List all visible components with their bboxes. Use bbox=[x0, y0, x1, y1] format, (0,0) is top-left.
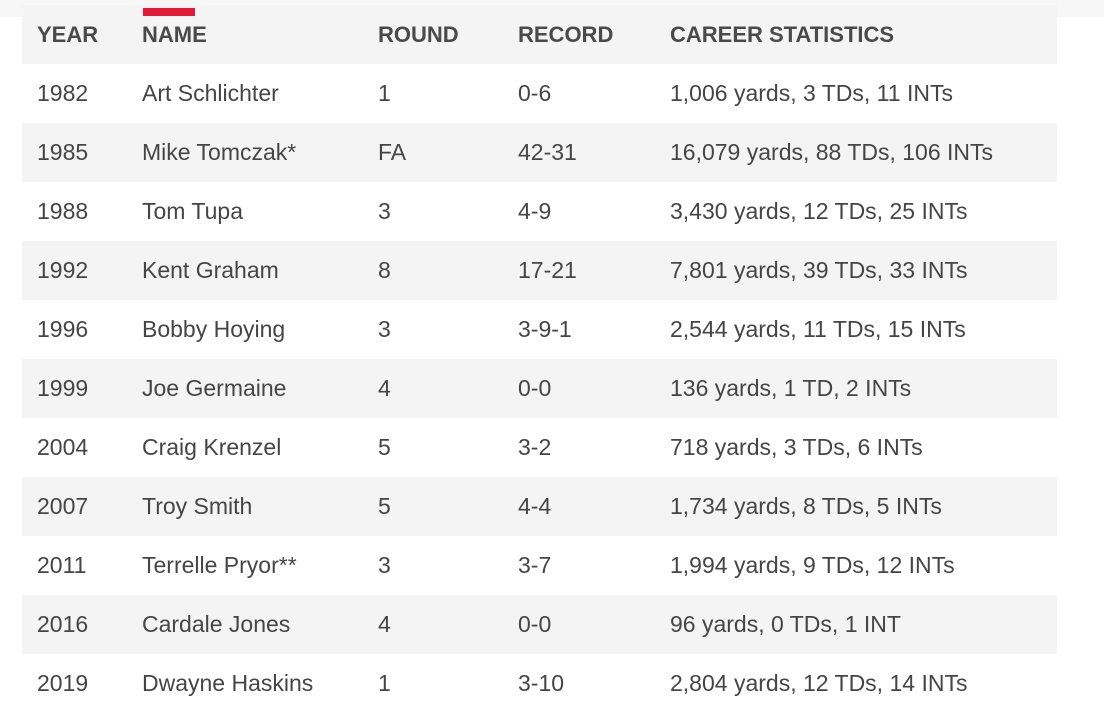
table-row: 1985 Mike Tomczak* FA 42-31 16,079 yards, 88… bbox=[22, 123, 1057, 182]
top-strip bbox=[0, 0, 1104, 17]
header-name[interactable]: NAME bbox=[142, 21, 207, 47]
cell-career-statistics: 2,544 yards, 11 TDs, 15 INTs bbox=[670, 316, 966, 342]
table-header-row: YEAR NAME ROUND RECORD CAREER STATISTICS bbox=[22, 5, 1057, 64]
cell-record: 0-0 bbox=[518, 375, 552, 401]
table-row: 1996 Bobby Hoying 3 3-9-1 2,544 yards, 11 TD… bbox=[22, 300, 1057, 359]
table-row: 1982 Art Schlichter 1 0-6 1,006 yards, 3 TDs… bbox=[22, 64, 1057, 123]
cell-career-statistics: 3,430 yards, 12 TDs, 25 INTs bbox=[670, 198, 968, 224]
table-row: 1992 Kent Graham 8 17-21 7,801 yards, 39 TDs… bbox=[22, 241, 1057, 300]
table-row: 2004 Craig Krenzel 5 3-2 718 yards, 3 TDs, 6… bbox=[22, 418, 1057, 477]
header-round[interactable]: ROUND bbox=[378, 21, 459, 47]
cell-round: 1 bbox=[378, 80, 391, 106]
header-career-statistics[interactable]: CAREER STATISTICS bbox=[670, 21, 895, 47]
cell-year: 1982 bbox=[37, 80, 89, 106]
table-row: 2019 Dwayne Haskins 1 3-10 2,804 yards, 12 T… bbox=[22, 654, 1057, 713]
cell-year: 2019 bbox=[37, 670, 89, 696]
table-body: 1982 Art Schlichter 1 0-6 1,006 yards, 3 TDs… bbox=[22, 64, 1057, 713]
cell-round: 4 bbox=[378, 611, 391, 637]
cell-career-statistics: 1,006 yards, 3 TDs, 11 INTs bbox=[670, 80, 953, 106]
cell-record: 3-7 bbox=[518, 552, 552, 578]
cell-year: 1992 bbox=[37, 257, 89, 283]
cell-year: 2004 bbox=[37, 434, 89, 460]
cell-name: Mike Tomczak* bbox=[142, 139, 297, 165]
table-row: 2011 Terrelle Pryor** 3 3-7 1,994 yards, 9 T… bbox=[22, 536, 1057, 595]
active-tab-indicator bbox=[143, 8, 195, 16]
header-record[interactable]: RECORD bbox=[518, 21, 614, 47]
cell-name: Bobby Hoying bbox=[142, 316, 286, 342]
cell-record: 0-6 bbox=[518, 80, 552, 106]
cell-record: 4-9 bbox=[518, 198, 552, 224]
cell-record: 17-21 bbox=[518, 257, 577, 283]
table-row: 1988 Tom Tupa 3 4-9 3,430 yards, 12 TDs, 25 … bbox=[22, 182, 1057, 241]
quarterbacks-table: YEAR NAME ROUND RECORD CAREER STATISTICS… bbox=[22, 5, 1057, 713]
cell-round: 1 bbox=[378, 670, 391, 696]
cell-record: 3-9-1 bbox=[518, 316, 572, 342]
table-row: 2007 Troy Smith 5 4-4 1,734 yards, 8 TDs, 5 … bbox=[22, 477, 1057, 536]
header-year[interactable]: YEAR bbox=[37, 21, 99, 47]
cell-record: 3-10 bbox=[518, 670, 565, 696]
cell-name: Joe Germaine bbox=[142, 375, 287, 401]
cell-record: 4-4 bbox=[518, 493, 552, 519]
table-row: 2016 Cardale Jones 4 0-0 96 yards, 0 TDs, 1 … bbox=[22, 595, 1057, 654]
cell-name: Craig Krenzel bbox=[142, 434, 282, 460]
cell-career-statistics: 2,804 yards, 12 TDs, 14 INTs bbox=[670, 670, 968, 696]
cell-name: Dwayne Haskins bbox=[142, 670, 314, 696]
cell-round: 5 bbox=[378, 434, 391, 460]
cell-career-statistics: 1,734 yards, 8 TDs, 5 INTs bbox=[670, 493, 942, 519]
cell-round: FA bbox=[378, 139, 407, 165]
cell-year: 1996 bbox=[37, 316, 89, 342]
cell-round: 3 bbox=[378, 552, 391, 578]
cell-name: Troy Smith bbox=[142, 493, 253, 519]
cell-round: 4 bbox=[378, 375, 391, 401]
cell-record: 3-2 bbox=[518, 434, 552, 460]
cell-career-statistics: 1,994 yards, 9 TDs, 12 INTs bbox=[670, 552, 955, 578]
cell-round: 3 bbox=[378, 198, 391, 224]
cell-year: 2016 bbox=[37, 611, 89, 637]
cell-year: 1999 bbox=[37, 375, 89, 401]
cell-round: 8 bbox=[378, 257, 391, 283]
cell-career-statistics: 7,801 yards, 39 TDs, 33 INTs bbox=[670, 257, 968, 283]
table-row: 1999 Joe Germaine 4 0-0 136 yards, 1 TD, 2 I… bbox=[22, 359, 1057, 418]
cell-year: 1985 bbox=[37, 139, 89, 165]
cell-name: Kent Graham bbox=[142, 257, 279, 283]
cell-year: 2011 bbox=[37, 552, 87, 578]
cell-career-statistics: 136 yards, 1 TD, 2 INTs bbox=[670, 375, 912, 401]
cell-year: 2007 bbox=[37, 493, 89, 519]
cell-record: 42-31 bbox=[518, 139, 577, 165]
cell-round: 5 bbox=[378, 493, 391, 519]
cell-career-statistics: 718 yards, 3 TDs, 6 INTs bbox=[670, 434, 923, 460]
cell-name: Art Schlichter bbox=[142, 80, 279, 106]
cell-career-statistics: 16,079 yards, 88 TDs, 106 INTs bbox=[670, 139, 994, 165]
cell-year: 1988 bbox=[37, 198, 89, 224]
cell-career-statistics: 96 yards, 0 TDs, 1 INT bbox=[670, 611, 901, 637]
cell-name: Cardale Jones bbox=[142, 611, 291, 637]
cell-name: Tom Tupa bbox=[142, 198, 243, 224]
cell-round: 3 bbox=[378, 316, 391, 342]
cell-record: 0-0 bbox=[518, 611, 552, 637]
cell-name: Terrelle Pryor** bbox=[142, 552, 297, 578]
